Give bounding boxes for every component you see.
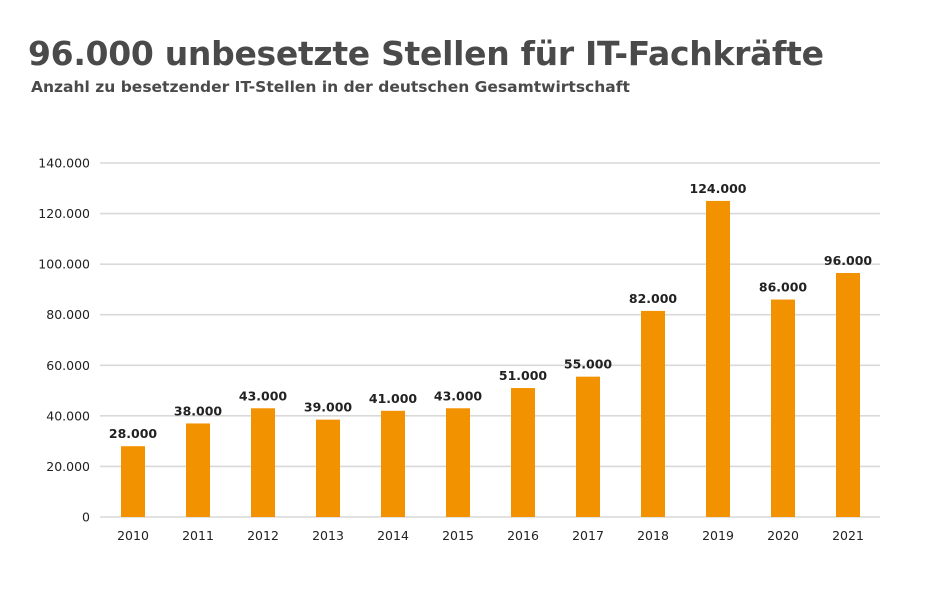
y-tick-label: 80.000: [46, 307, 90, 322]
bar-2010: [121, 446, 145, 517]
data-label-2011: 38.000: [174, 403, 223, 418]
data-label-2017: 55.000: [564, 357, 613, 372]
bar-2014: [381, 410, 405, 517]
x-tick-label-2017: 2017: [572, 528, 604, 543]
x-tick-label-2011: 2011: [182, 528, 214, 543]
x-tick-label-2021: 2021: [832, 528, 864, 543]
x-tick-label-2019: 2019: [702, 528, 734, 543]
data-label-2012: 43.000: [239, 388, 288, 403]
y-tick-label: 20.000: [46, 459, 90, 474]
data-label-2015: 43.000: [434, 388, 483, 403]
y-tick-label: 120.000: [38, 206, 90, 221]
x-tick-label-2013: 2013: [312, 528, 344, 543]
bar-2016: [511, 388, 535, 517]
data-label-2013: 39.000: [304, 400, 353, 415]
data-labels: 28.000 38.000 43.000 39.000 41.000 43.000 51.0…: [109, 181, 873, 441]
bar-2011: [186, 423, 210, 517]
y-tick-label: 60.000: [46, 358, 90, 373]
x-tick-label-2014: 2014: [377, 528, 409, 543]
y-axis: 0 20.000 40.000 60.000 80.000 100.000 120.000 1…: [38, 156, 90, 525]
bar-2015: [446, 408, 470, 517]
bars: [121, 200, 860, 517]
bar-2017: [576, 376, 600, 517]
data-label-2020: 86.000: [759, 280, 808, 295]
x-axis: 2010 2011 2012 2013 2014 2015 2016 2017 2018 2019…: [117, 528, 864, 543]
chart-subtitle: Anzahl zu besetzender IT-Stellen in der …: [31, 78, 630, 96]
y-tick-label: 140.000: [38, 156, 90, 171]
bar-2018: [641, 310, 665, 517]
data-label-2019: 124.000: [690, 181, 747, 196]
bar-2019: [706, 200, 730, 517]
x-tick-label-2018: 2018: [637, 528, 669, 543]
y-tick-label: 0: [82, 510, 90, 525]
bar-2012: [251, 408, 275, 517]
data-label-2016: 51.000: [499, 368, 548, 383]
bar-2013: [316, 419, 340, 517]
data-label-2018: 82.000: [629, 291, 678, 306]
x-tick-label-2020: 2020: [767, 528, 799, 543]
data-label-2021: 96.000: [824, 253, 873, 268]
y-tick-label: 40.000: [46, 408, 90, 423]
data-label-2010: 28.000: [109, 426, 158, 441]
bar-2021: [836, 272, 860, 517]
x-tick-label-2015: 2015: [442, 528, 474, 543]
x-tick-label-2010: 2010: [117, 528, 149, 543]
y-tick-label: 100.000: [38, 257, 90, 272]
data-label-2014: 41.000: [369, 391, 418, 406]
x-tick-label-2012: 2012: [247, 528, 279, 543]
bar-2020: [771, 299, 795, 517]
gridlines: [100, 162, 880, 518]
chart-title: 96.000 unbesetzte Stellen für IT-Fachkrä…: [28, 34, 824, 73]
x-tick-label-2016: 2016: [507, 528, 539, 543]
